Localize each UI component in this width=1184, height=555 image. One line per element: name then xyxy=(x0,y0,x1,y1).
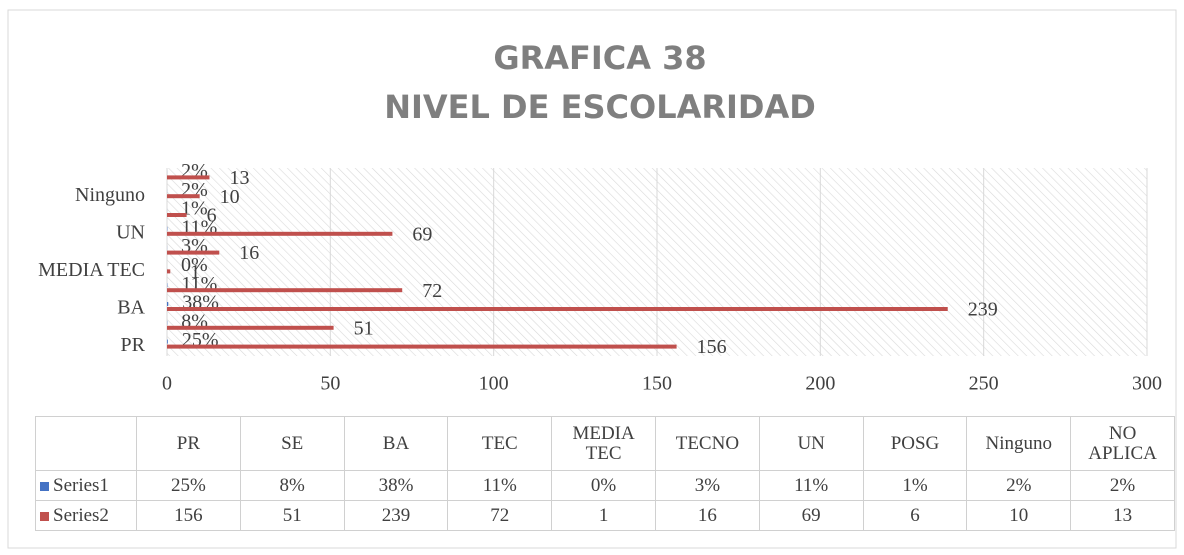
legend-key xyxy=(40,481,49,491)
table-header: SE xyxy=(239,416,345,471)
table-row: PR SE BA TEC MEDIA TEC TECNO UN POSG Ninguno NO A… xyxy=(35,416,1175,471)
table-cell: 25% xyxy=(136,470,241,501)
bar xyxy=(167,231,393,236)
data-label: 239 xyxy=(968,299,998,321)
table-cell: 51 xyxy=(239,500,345,531)
bar xyxy=(167,307,948,311)
data-label: 156 xyxy=(697,336,727,358)
table-row: Series2 156 51 239 72 1 16 69 6 10 13 xyxy=(35,500,1175,531)
y-tick-label: BA xyxy=(117,297,145,319)
y-tick-label: MEDIA TEC xyxy=(38,259,145,281)
legend-entry: Series1 xyxy=(35,470,137,501)
x-tick-label: 200 xyxy=(805,373,835,395)
x-tick-label: 0 xyxy=(162,373,172,395)
x-tick-label: 300 xyxy=(1132,373,1162,395)
table-cell: 10 xyxy=(966,500,1072,531)
bar xyxy=(167,250,220,255)
data-table: PR SE BA TEC MEDIA TEC TECNO UN POSG Ninguno NO A… xyxy=(35,416,1175,531)
bar xyxy=(167,339,168,344)
table-cell: 11% xyxy=(758,470,864,501)
table-header: POSG xyxy=(862,416,968,471)
table-cell: 69 xyxy=(758,500,864,531)
bar xyxy=(167,194,200,199)
x-tick-label: 250 xyxy=(969,373,999,395)
table-cell: 38% xyxy=(343,470,449,501)
table-cell: 1% xyxy=(862,470,968,501)
data-label: 1% xyxy=(181,198,208,220)
table-row: Series1 25% 8% 38% 11% 0% 3% 11% 1% 2% 2% xyxy=(35,470,1175,501)
data-label: 69 xyxy=(412,223,432,245)
data-label: 0% xyxy=(181,254,208,276)
data-label: 13 xyxy=(229,167,249,189)
table-header: BA xyxy=(343,416,449,471)
table-header: PR xyxy=(136,416,241,471)
table-cell: 3% xyxy=(654,470,760,501)
legend-label: Series2 xyxy=(53,504,109,526)
x-tick-label: 150 xyxy=(642,373,672,395)
y-tick-label: PR xyxy=(121,334,146,356)
data-label: 16 xyxy=(239,242,259,264)
legend-entry: Series2 xyxy=(35,500,137,531)
data-label: 6 xyxy=(207,205,217,227)
table-cell: 6 xyxy=(862,500,968,531)
legend-label: Series1 xyxy=(53,474,109,496)
bar xyxy=(167,269,171,274)
table-header: Ninguno xyxy=(966,416,1072,471)
bar xyxy=(167,175,210,180)
x-tick-label: 100 xyxy=(479,373,509,395)
bar xyxy=(167,302,169,306)
table-header: MEDIA TEC xyxy=(551,416,656,471)
table-header: NO APLICA xyxy=(1070,416,1175,471)
x-tick-label: 50 xyxy=(320,373,340,395)
table-header: UN xyxy=(758,416,864,471)
legend-key xyxy=(40,511,49,521)
chart-title: GRAFICA 38 xyxy=(493,39,706,77)
y-tick-label: Ninguno xyxy=(75,184,145,206)
table-cell: 1 xyxy=(551,500,656,531)
table-cell: 72 xyxy=(447,500,553,531)
data-label: 51 xyxy=(354,317,374,339)
data-label: 72 xyxy=(422,280,442,302)
table-corner xyxy=(35,416,137,471)
data-label: 1 xyxy=(190,261,200,283)
table-cell: 2% xyxy=(1070,470,1175,501)
table-cell: 156 xyxy=(136,500,241,531)
table-header: TEC xyxy=(447,416,553,471)
table-header: TECNO xyxy=(654,416,760,471)
chart-subtitle: NIVEL DE ESCOLARIDAD xyxy=(384,88,816,126)
table-cell: 239 xyxy=(343,500,449,531)
y-tick-label: UN xyxy=(116,221,145,243)
bar xyxy=(167,288,403,293)
bar xyxy=(167,213,187,217)
table-cell: 16 xyxy=(654,500,760,531)
table-cell: 2% xyxy=(966,470,1072,501)
bar xyxy=(167,325,334,330)
table-cell: 0% xyxy=(551,470,656,501)
table-cell: 11% xyxy=(447,470,553,501)
table-cell: 13 xyxy=(1070,500,1175,531)
chart-border xyxy=(7,9,1177,549)
bar xyxy=(167,344,677,349)
table-cell: 8% xyxy=(239,470,345,501)
data-label: 10 xyxy=(220,186,240,208)
